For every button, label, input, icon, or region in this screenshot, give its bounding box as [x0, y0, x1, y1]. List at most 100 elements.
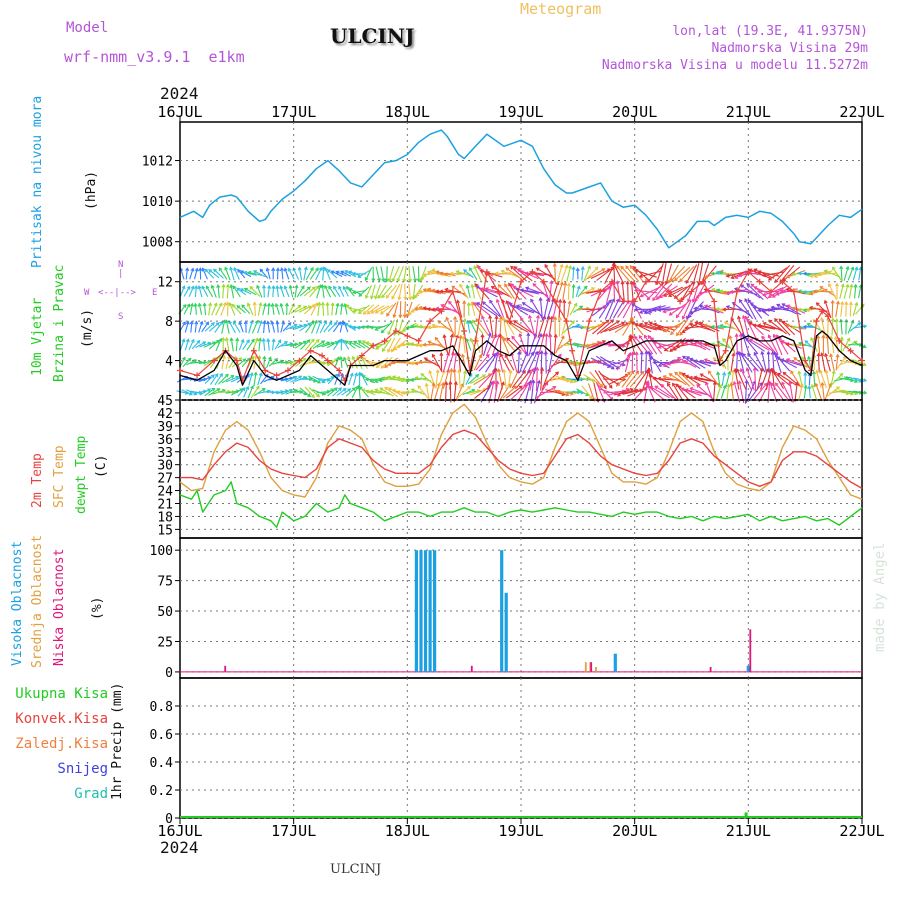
- wind-arrow: [575, 286, 580, 297]
- wind-arrow-head: [812, 289, 817, 294]
- wind-arrow: [681, 282, 693, 301]
- gust-marker: [756, 278, 763, 285]
- bottom-day-label: 19JUL: [498, 822, 543, 840]
- wind-arrow: [746, 283, 764, 300]
- wind-arrow-head: [194, 267, 199, 272]
- wind-arrow-head: [218, 302, 223, 307]
- wind-arrow-head: [243, 287, 248, 292]
- wind-label-1: 10m Vjetar: [30, 297, 45, 376]
- wind-arrow: [365, 284, 373, 299]
- gust-marker: [699, 278, 706, 285]
- wind-arrow: [214, 321, 223, 333]
- cloud-tick-label: 50: [157, 605, 173, 620]
- wind-arrow-head: [299, 389, 304, 394]
- wind-arrow: [185, 268, 188, 280]
- wind-arrow-head: [210, 374, 215, 379]
- wind-arrow-head: [625, 280, 630, 285]
- wind-arrow-head: [571, 283, 576, 288]
- wind-arrow-head: [559, 263, 564, 268]
- wind-arrow: [284, 268, 290, 280]
- wind-arrow: [246, 339, 255, 351]
- wind-arrow: [843, 266, 849, 281]
- wind-arrow-head: [410, 361, 415, 366]
- cloud-tick-label: 75: [157, 575, 173, 590]
- gust-marker: [643, 278, 650, 285]
- wind-arrow-head: [455, 270, 460, 274]
- wind-arrow: [310, 320, 318, 334]
- wind-arrow: [467, 320, 471, 334]
- gust-marker: [336, 367, 343, 374]
- wind-arrow: [550, 388, 569, 396]
- wind-arrow-head: [458, 316, 463, 322]
- product-title: Meteogram: [520, 0, 602, 18]
- wind-arrow: [621, 281, 625, 302]
- wind-arrow-head: [742, 353, 746, 357]
- wind-arrow: [230, 284, 235, 299]
- wind-arrow-head: [323, 320, 328, 325]
- wind-arrow-head: [715, 270, 720, 275]
- wind-arrow-head: [515, 304, 520, 309]
- wind-arrow: [838, 377, 854, 382]
- wind-arrow-head: [392, 375, 397, 380]
- wind-arrow-head: [500, 269, 505, 274]
- wind-arrow-head: [431, 288, 436, 293]
- wind-arrow-head: [279, 285, 284, 290]
- wind-arrow-head: [251, 338, 255, 343]
- wind-arrow: [847, 267, 854, 281]
- wind-arrow: [819, 286, 836, 297]
- wind-arrow-head: [387, 278, 392, 283]
- wind-arrow: [326, 302, 329, 316]
- temp-dewpt-label: dewpt Temp: [74, 435, 89, 514]
- wind-arrow-head: [845, 265, 850, 270]
- wind-arrow: [201, 321, 209, 333]
- wind-arrow: [476, 302, 498, 317]
- wind-arrow: [254, 302, 256, 317]
- wind-arrow: [572, 390, 584, 394]
- wind-arrow: [692, 263, 700, 285]
- wind-arrow-head: [378, 378, 383, 383]
- wind-arrow-head: [652, 307, 657, 312]
- wind-arrow-head: [832, 266, 836, 271]
- wind-arrow-head: [681, 315, 686, 320]
- wind-arrow-head: [407, 278, 412, 283]
- wind-arrow-head: [675, 383, 680, 388]
- wind-arrow-head: [736, 368, 740, 373]
- wind-arrow: [491, 334, 501, 356]
- wind-arrow: [194, 390, 207, 394]
- wind-arrow-head: [744, 337, 749, 342]
- wind-arrow-head: [649, 386, 654, 390]
- wind-arrow: [505, 267, 523, 280]
- wind-arrow: [521, 352, 534, 373]
- wind-arrow: [276, 286, 279, 298]
- wind-arrow: [309, 285, 320, 298]
- wind-arrow-head: [681, 329, 686, 333]
- wind-arrow-head: [862, 344, 867, 349]
- wind-arrow: [433, 383, 441, 402]
- wind-arrow-head: [530, 298, 534, 303]
- wind-arrow-head: [774, 279, 779, 284]
- wind-arrow-head: [813, 274, 818, 279]
- wind-arrow-head: [263, 302, 267, 307]
- wind-arrow-head: [521, 302, 526, 306]
- wind-arrow-head: [317, 379, 322, 384]
- wind-arrow-head: [732, 380, 737, 385]
- wind-arrow: [686, 339, 707, 351]
- wind-arrow-head: [243, 320, 248, 325]
- wind-arrow: [456, 270, 473, 277]
- wind-arrow-head: [431, 382, 436, 387]
- wind-arrow-head: [719, 323, 724, 328]
- wind-arrow-head: [318, 266, 323, 271]
- wind-arrow: [663, 375, 684, 383]
- mid-cloud-bar: [595, 667, 597, 672]
- wind-arrow-head: [215, 322, 220, 326]
- wind-arrow: [208, 269, 220, 279]
- wind-arrow: [654, 385, 674, 399]
- wind-arrow: [334, 373, 340, 386]
- wind-arrow: [324, 285, 332, 298]
- wind-arrow-head: [230, 375, 235, 379]
- wind-arrow-head: [698, 359, 703, 364]
- wind-arrow-head: [405, 325, 410, 330]
- wind-arrow-head: [727, 370, 732, 375]
- wind-arrow: [281, 377, 293, 382]
